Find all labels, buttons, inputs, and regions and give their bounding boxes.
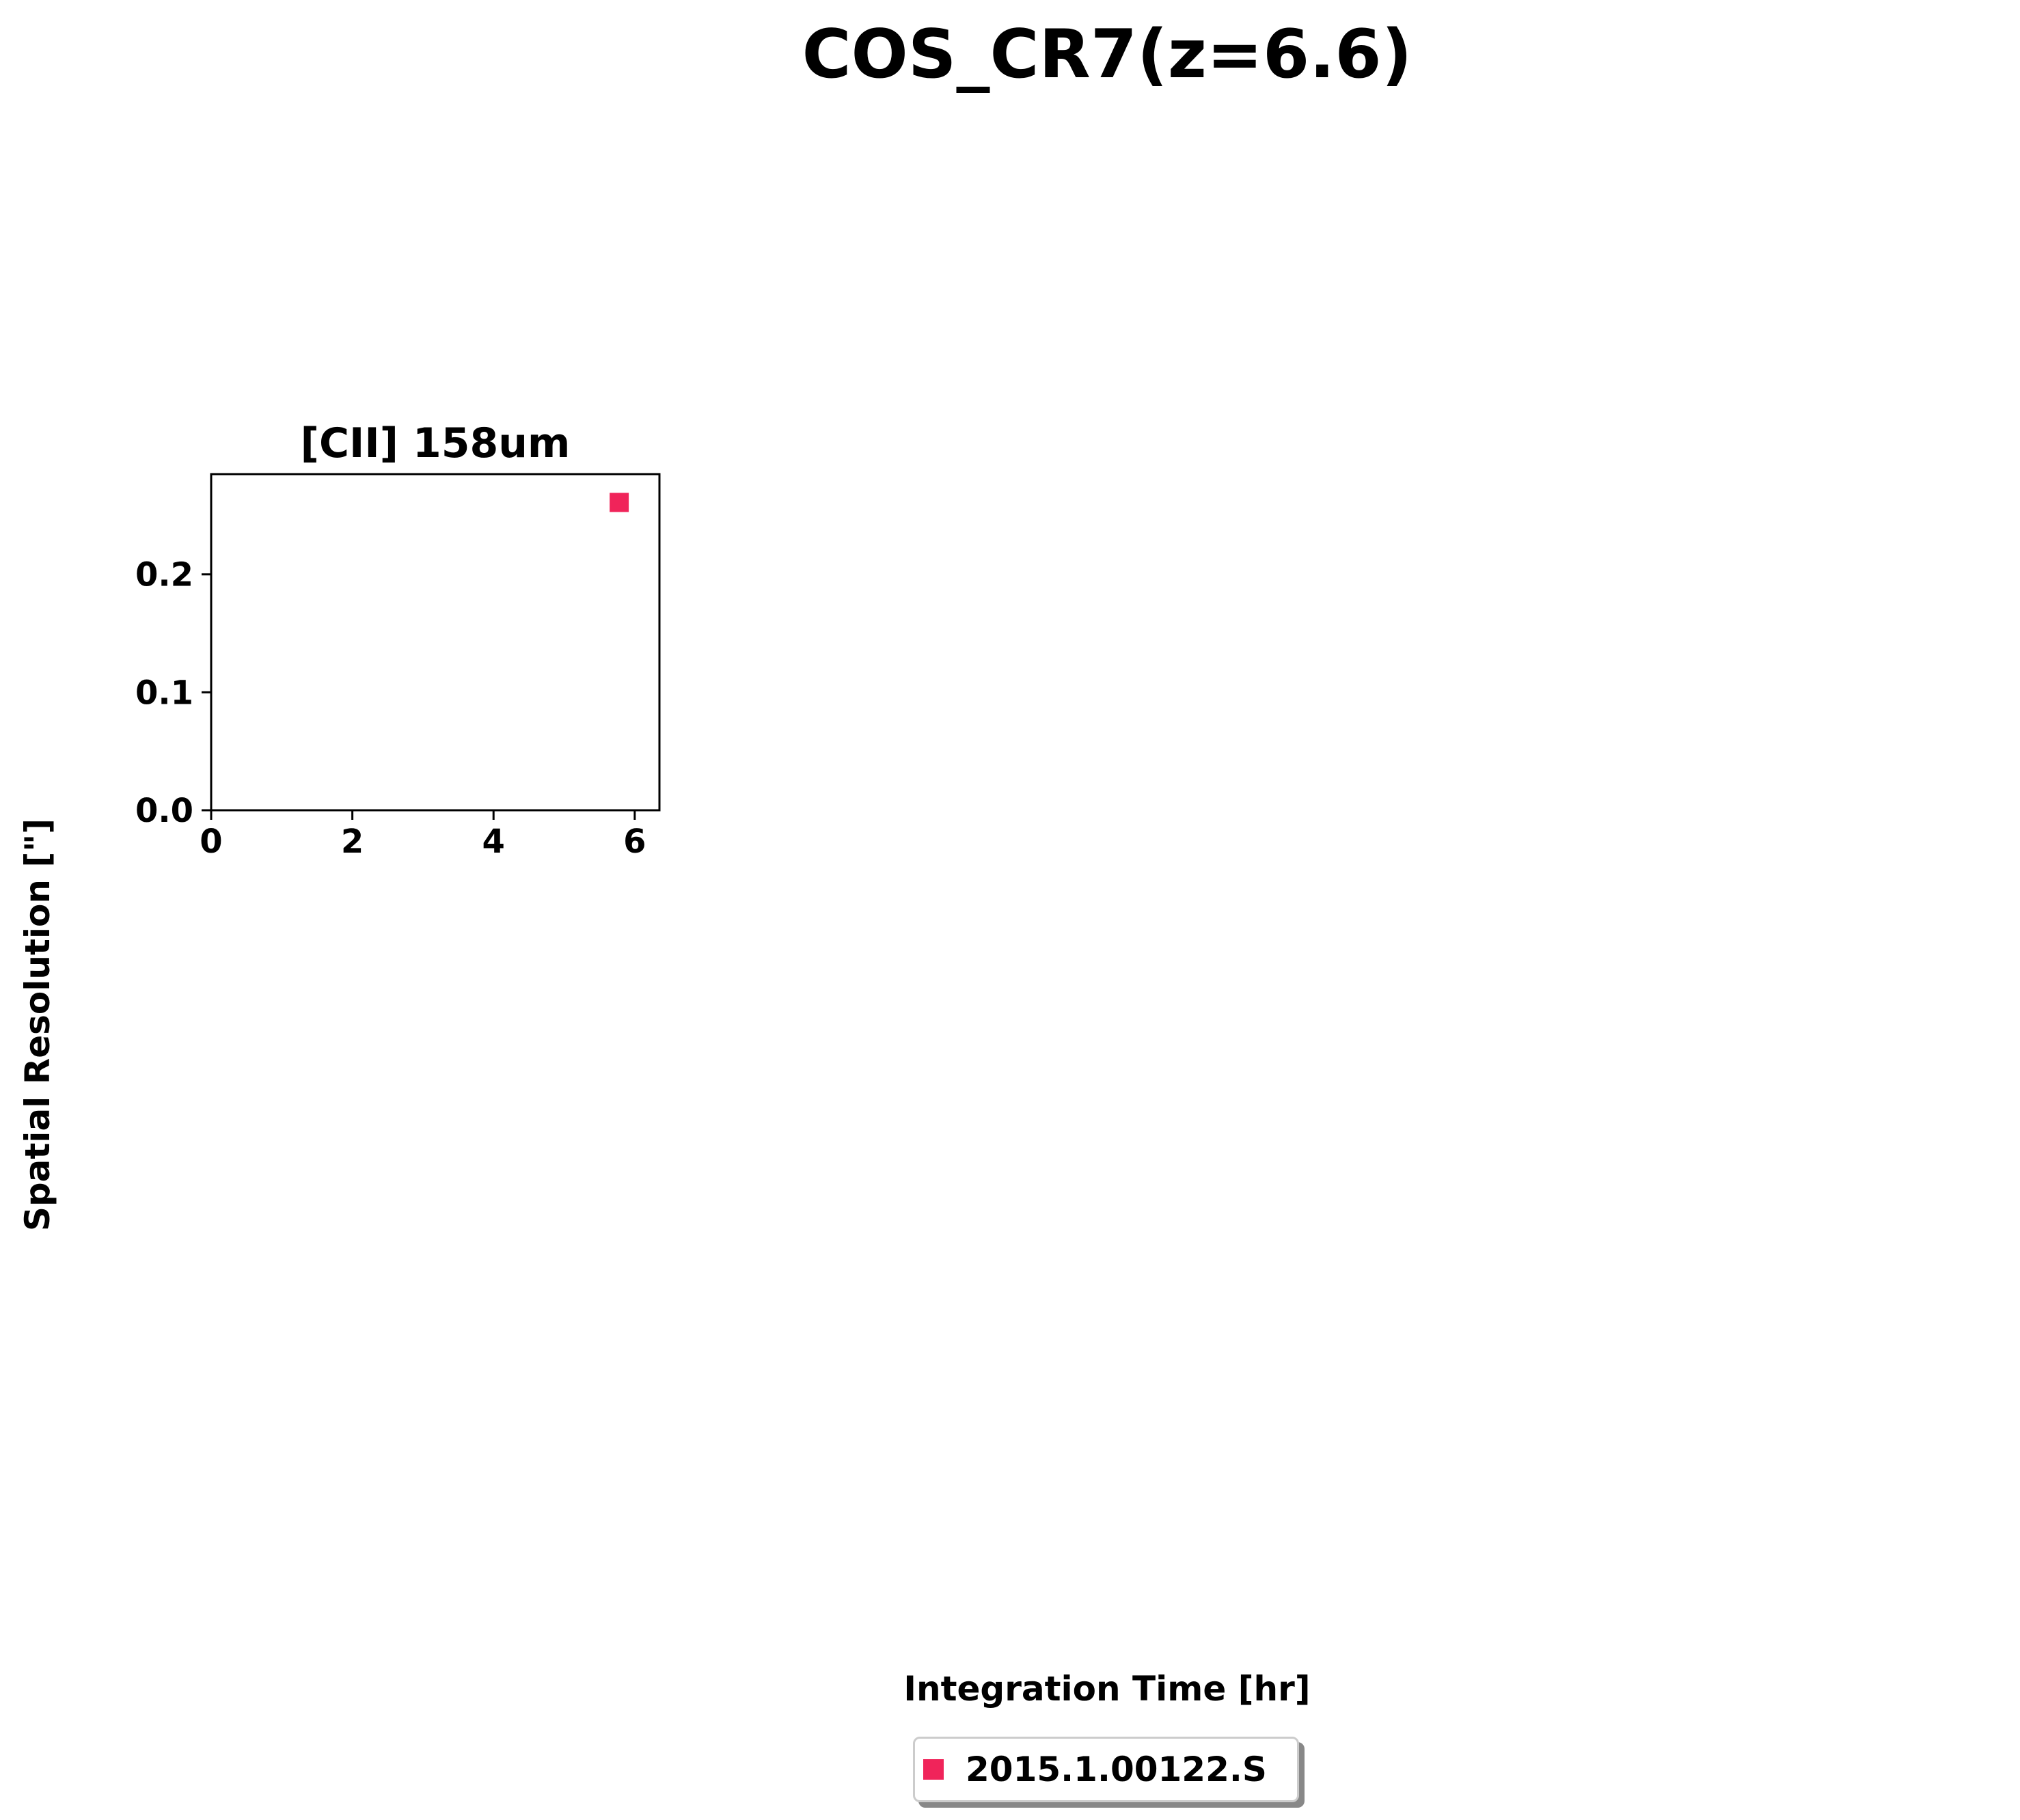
figure-title: COS_CR7(z=6.6) <box>802 16 1412 94</box>
data-point <box>610 493 629 512</box>
y-tick-label: 0.0 <box>135 792 193 830</box>
x-tick-label: 6 <box>623 823 646 861</box>
axes-frame <box>210 473 661 812</box>
x-tick-label: 0 <box>200 823 222 861</box>
y-axis-label: Spatial Resolution ["] <box>18 818 57 1232</box>
x-tick-label: 2 <box>341 823 364 861</box>
y-tick-label: 0.1 <box>135 674 193 712</box>
x-axis-label: Integration Time [hr] <box>903 1669 1311 1709</box>
legend-label: 2015.1.00122.S <box>966 1750 1267 1789</box>
subplot-cii-158um: [CII] 158um 0 2 4 6 0.0 0.1 0.2 <box>135 419 661 861</box>
subplot-title: [CII] 158um <box>301 419 571 467</box>
y-tick-label: 0.2 <box>135 556 193 594</box>
legend: 2015.1.00122.S <box>913 1737 1299 1802</box>
x-tick-label: 4 <box>482 823 505 861</box>
legend-marker <box>923 1759 944 1780</box>
